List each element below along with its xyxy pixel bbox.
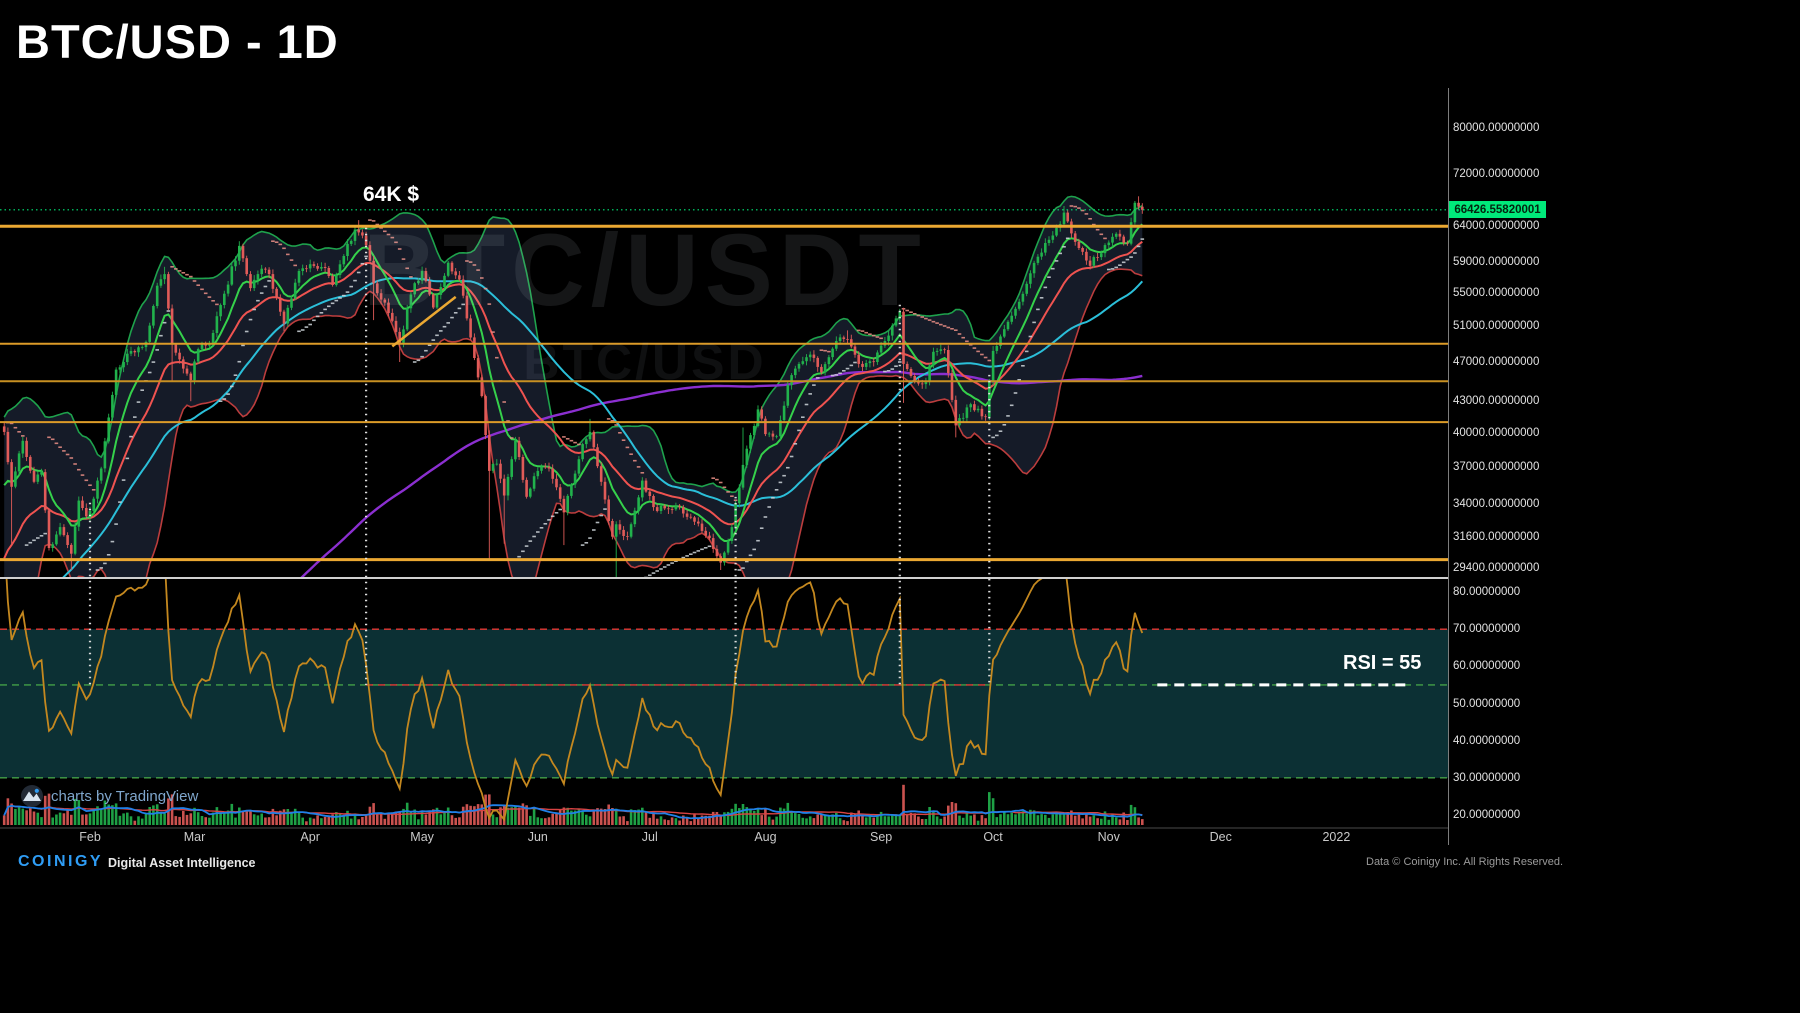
copyright-text: Data © Coinigy Inc. All Rights Reserved. xyxy=(1366,856,1564,868)
trend-line[interactable] xyxy=(391,295,457,348)
tradingview-logo-icon xyxy=(21,785,43,807)
rsi-value-annotation: RSI = 55 xyxy=(1343,652,1422,674)
page-title: BTC/USD - 1D xyxy=(16,15,339,68)
price-axis-tick-label: 55000.00000000 xyxy=(1453,286,1540,299)
rsi-axis-tick-label: 60.00000000 xyxy=(1453,660,1521,673)
rsi-axis-tick-label: 50.00000000 xyxy=(1453,697,1521,710)
price-axis-tick-label: 80000.00000000 xyxy=(1453,122,1540,134)
axis-border-line xyxy=(1448,88,1449,845)
price-axis-tick-label: 72000.00000000 xyxy=(1453,168,1540,181)
coinigy-tagline: Digital Asset Intelligence xyxy=(108,856,256,870)
price-axis-tick-label: 47000.00000000 xyxy=(1453,356,1540,369)
price-axis-tick-label: 37000.00000000 xyxy=(1453,461,1540,474)
tradingview-attribution[interactable]: charts by TradingView xyxy=(20,784,198,808)
price-axis-tick-label: 29400.00000000 xyxy=(1453,562,1540,575)
bollinger-upper-line xyxy=(3,195,1143,494)
price-axis-tick-label: 59000.00000000 xyxy=(1453,255,1540,268)
tradingview-credit-text: charts by TradingView xyxy=(51,787,199,805)
rsi-axis-tick-label: 80.00000000 xyxy=(1453,586,1521,598)
rsi-band-fill xyxy=(0,629,1448,778)
price-axis-tick-label: 43000.00000000 xyxy=(1453,395,1540,408)
chart-overlays xyxy=(0,227,1448,829)
chart-canvas[interactable] xyxy=(0,88,1448,845)
peak-price-annotation: 64K $ xyxy=(363,183,420,206)
price-pane[interactable] xyxy=(0,195,1448,845)
current-price-tag: 66426.55820001 xyxy=(1449,201,1546,219)
rsi-axis-tick-label: 40.00000000 xyxy=(1453,734,1521,747)
bollinger-lower-line xyxy=(37,268,1143,578)
rsi-pane[interactable] xyxy=(0,537,1448,825)
rsi-line xyxy=(5,578,1144,822)
bollinger-band-fill xyxy=(4,196,1143,578)
volume-bars xyxy=(2,784,1144,825)
price-axis-tick-label: 34000.00000000 xyxy=(1453,498,1540,511)
rsi-axis-tick-label: 20.00000000 xyxy=(1453,809,1521,821)
price-axis-tick-label: 64000.00000000 xyxy=(1453,220,1540,233)
price-axis-tick-label: 31600.00000000 xyxy=(1453,530,1540,543)
ema-10-line xyxy=(3,223,1143,542)
parabolic-sar-dots xyxy=(6,205,1145,578)
coinigy-logo[interactable]: COINIGY xyxy=(18,853,104,870)
price-axis-tick-label: 40000.00000000 xyxy=(1453,426,1540,439)
rsi-axis-tick-label: 30.00000000 xyxy=(1453,771,1521,784)
rsi-axis-tick-label: 70.00000000 xyxy=(1453,623,1521,636)
volume-ma-fast-line xyxy=(3,804,1143,820)
price-axis-tick-label: 51000.00000000 xyxy=(1453,320,1540,333)
candlesticks xyxy=(2,196,1144,578)
